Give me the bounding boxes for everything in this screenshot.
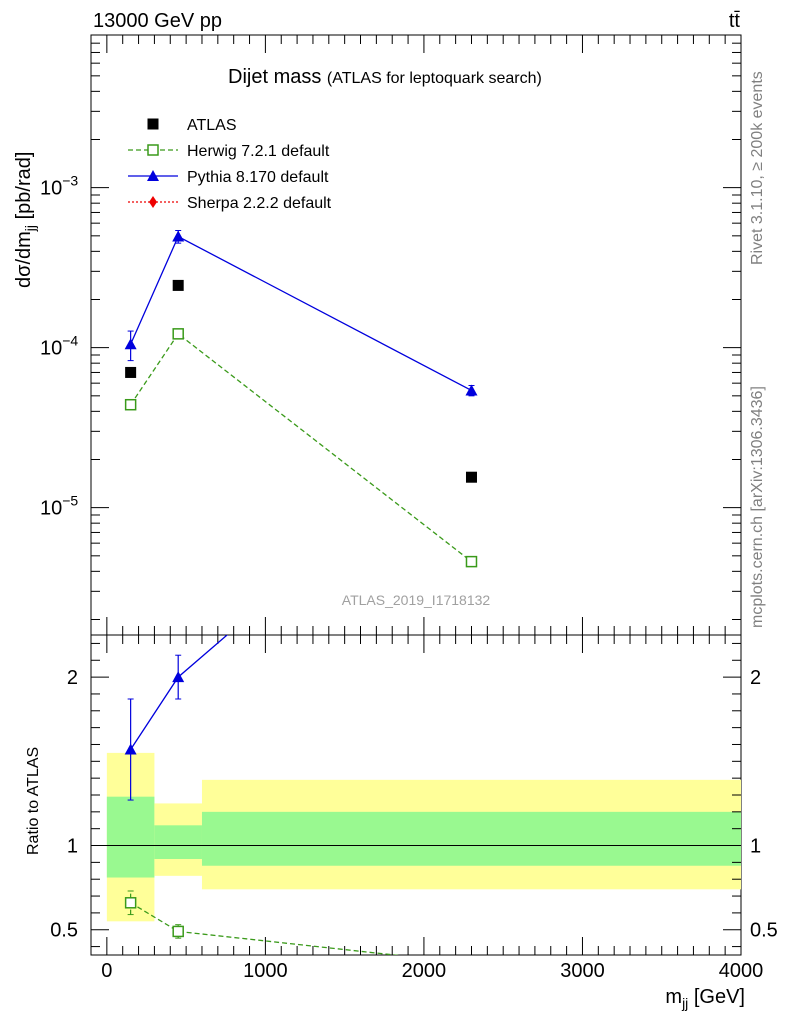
plot-subtitle: (ATLAS for leptoquark search): [327, 70, 542, 87]
data-point-0-2: [465, 471, 477, 483]
ratio-point-0-0: [124, 897, 137, 909]
data-point-2-0: [124, 338, 137, 350]
y-tick-label-main-1: 10−4: [40, 333, 78, 360]
data-point-1-2: [465, 555, 478, 568]
data-point-1-0: [124, 398, 137, 411]
stat-uncertainty-band-1: [154, 825, 202, 859]
y-tick-label-ratio-right-1: 1: [750, 836, 761, 858]
stat-uncertainty-band-0: [106, 796, 155, 878]
legend-label-2: Pythia 8.170 default: [187, 169, 329, 186]
ratio-point-0-1: [172, 925, 184, 938]
legend-label-0: ATLAS: [187, 117, 237, 134]
data-point-0-0: [125, 366, 137, 378]
x-tick-label-0: 0: [101, 960, 112, 982]
ratio-point-1-2: [465, 418, 477, 429]
ratio-point-1-0: [124, 743, 137, 755]
header-process: 13000 GeV pp: [93, 10, 222, 32]
side-label-mcplots: mcplots.cern.ch [arXiv:1306.3436]: [749, 386, 766, 628]
series-line-2: [130, 235, 472, 392]
legend-label-3: Sherpa 2.2.2 default: [187, 195, 332, 212]
main-plot-series: [124, 229, 478, 568]
legend-marker-2: [147, 170, 159, 181]
ratio-plot-axes: 0 1000 2000 3000 4000 0.5 0.5 1 1 2 2: [50, 635, 778, 982]
legend: ATLAS Herwig 7.2.1 default Pythia 8.170 de…: [128, 117, 332, 212]
y-tick-label-ratio-right-2: 2: [750, 667, 761, 689]
main-plot-axes: 10−3 10−4 10−5: [40, 35, 742, 635]
legend-marker-0: [147, 118, 159, 130]
watermark: ATLAS_2019_I1718132: [342, 592, 491, 608]
y-tick-label-ratio-0: 0.5: [50, 920, 78, 942]
legend-marker-1: [147, 144, 159, 156]
ratio-uncertainty-bands: [91, 752, 742, 922]
y-tick-label-ratio-right-0: 0.5: [750, 920, 778, 942]
legend-marker-3: [149, 196, 157, 208]
y-tick-label-main-2: 10−5: [40, 493, 78, 520]
side-label-rivet: Rivet 3.1.10, ≥ 200k events: [749, 71, 766, 265]
data-point-0-1: [172, 279, 184, 291]
legend-label-1: Herwig 7.2.1 default: [187, 143, 330, 160]
ratio-point-1-1: [172, 671, 185, 683]
y-tick-label-ratio-1: 1: [67, 836, 78, 858]
data-point-2-1: [172, 230, 185, 242]
x-axis-title: mjj [GeV]: [665, 986, 745, 1011]
stat-uncertainty-band-2: [201, 811, 742, 866]
x-tick-label-1: 1000: [243, 960, 288, 982]
ratio-line-1: [130, 635, 229, 750]
y-tick-label-ratio-2: 2: [67, 667, 78, 689]
y-axis-title-main: dσ/dmjj [pb/rad]: [13, 152, 38, 288]
data-point-1-1: [172, 328, 184, 340]
data-point-2-2: [465, 384, 478, 396]
x-tick-label-3: 3000: [560, 960, 605, 982]
x-tick-label-2: 2000: [402, 960, 447, 982]
plot-title: Dijet mass (ATLAS for leptoquark search): [228, 66, 542, 88]
ratio-plot-series: [124, 418, 477, 968]
series-line-1: [130, 332, 472, 563]
ratio-line-0: [130, 902, 401, 955]
y-tick-label-main-0: 10−3: [40, 173, 78, 200]
x-tick-label-4: 4000: [719, 960, 764, 982]
header-final-state: tt̄: [729, 10, 741, 32]
y-axis-title-ratio: Ratio to ATLAS: [25, 747, 42, 855]
ratio-point-0-2: [466, 958, 476, 968]
